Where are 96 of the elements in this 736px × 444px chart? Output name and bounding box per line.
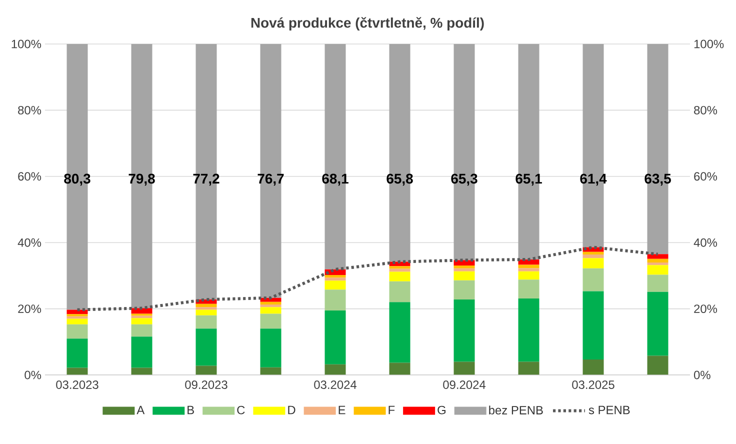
- bar: [647, 265, 668, 275]
- legend-label: D: [288, 406, 296, 414]
- bar: [389, 281, 410, 302]
- bar: [518, 362, 540, 375]
- x-tick-label: 03.2024: [314, 380, 356, 389]
- x-tick-label: 09.2024: [443, 380, 486, 389]
- chart-title: Nová produkce (čtvrtletně, % podíl): [251, 17, 484, 30]
- bar: [647, 356, 668, 375]
- bar: [131, 368, 152, 375]
- bar: [131, 336, 152, 368]
- bar: [582, 258, 604, 268]
- bar: [260, 302, 282, 304]
- data-label: 79,8: [128, 174, 155, 186]
- y-tick-label: 20%: [18, 304, 42, 314]
- bar: [324, 280, 346, 290]
- data-label: 65,1: [516, 174, 542, 186]
- bar: [647, 292, 668, 356]
- bar: [260, 314, 282, 329]
- bar: [66, 368, 88, 375]
- y2-tick-label: 60%: [694, 172, 718, 181]
- x-tick-label: 09.2023: [185, 380, 228, 389]
- bar: [582, 359, 604, 375]
- legend-label: bez PENB: [489, 406, 543, 414]
- bar: [582, 291, 604, 360]
- bar: [647, 258, 668, 262]
- legend-label: G: [438, 406, 446, 414]
- bar: [454, 268, 475, 272]
- legend-label: s PENB: [588, 406, 630, 414]
- y2-tick-label: 20%: [694, 304, 718, 314]
- bar: [324, 278, 346, 281]
- y2-tick-label: 40%: [694, 238, 718, 247]
- bar: [324, 275, 346, 278]
- x-tick-label: 03.2023: [56, 380, 98, 389]
- bar: [389, 266, 410, 269]
- bar: [196, 328, 217, 366]
- bar: [582, 268, 604, 292]
- bar: [260, 304, 282, 308]
- bar: [518, 268, 540, 272]
- bar: [66, 338, 88, 368]
- data-label: 63,5: [644, 174, 671, 186]
- bar: [647, 274, 668, 292]
- bar: [454, 362, 475, 375]
- line-series: [76, 246, 660, 312]
- data-label: 61,4: [580, 174, 607, 186]
- data-label: 80,3: [64, 174, 90, 186]
- bar: [454, 300, 475, 362]
- legend-label: E: [338, 406, 346, 414]
- y2-tick-label: 0%: [694, 370, 710, 380]
- bar: [260, 307, 282, 314]
- legend-label: B: [188, 406, 194, 414]
- y-tick-label: 100%: [12, 40, 42, 48]
- bar: [324, 364, 346, 375]
- legend-label: C: [237, 406, 245, 414]
- data-label: 77,2: [193, 174, 220, 186]
- y-tick-label: 60%: [18, 172, 42, 181]
- y2-tick-label: 80%: [694, 106, 718, 114]
- legend-label: F: [388, 406, 395, 414]
- bar: [389, 362, 410, 375]
- bar: [196, 366, 217, 375]
- legend-label: A: [136, 406, 145, 414]
- bar: [647, 262, 668, 266]
- bar: [389, 272, 410, 282]
- data-label: 76,7: [258, 174, 284, 186]
- data-label: 68,1: [322, 174, 348, 186]
- bar: [196, 304, 217, 308]
- bar: [324, 290, 346, 310]
- bar: [389, 268, 410, 272]
- bar: [518, 280, 540, 299]
- y2-tick-label: 100%: [694, 40, 724, 48]
- bar: [518, 298, 540, 362]
- x-tick-label: 03.2025: [572, 380, 614, 389]
- bar: [582, 254, 604, 258]
- data-label: 65,3: [451, 174, 478, 186]
- y-tick-label: 40%: [18, 238, 42, 247]
- bar: [454, 271, 475, 280]
- bar: [518, 271, 540, 280]
- bar: [582, 252, 604, 255]
- bar: [196, 315, 217, 329]
- bar: [196, 310, 217, 316]
- data-label: 65,8: [386, 174, 413, 186]
- bar: [454, 265, 475, 268]
- bar: [66, 324, 88, 339]
- bar: [324, 310, 346, 364]
- y-tick-label: 80%: [18, 106, 42, 114]
- bar: [196, 307, 217, 310]
- bar: [518, 264, 540, 268]
- bar: [260, 328, 282, 368]
- bar: [389, 302, 410, 363]
- y-tick-label: 0%: [24, 370, 42, 380]
- bar: [518, 259, 540, 265]
- bar: [260, 367, 282, 375]
- bar: [647, 254, 668, 259]
- bar: [131, 318, 152, 324]
- bar: [131, 324, 152, 337]
- bar: [66, 318, 88, 324]
- bar: [454, 280, 475, 300]
